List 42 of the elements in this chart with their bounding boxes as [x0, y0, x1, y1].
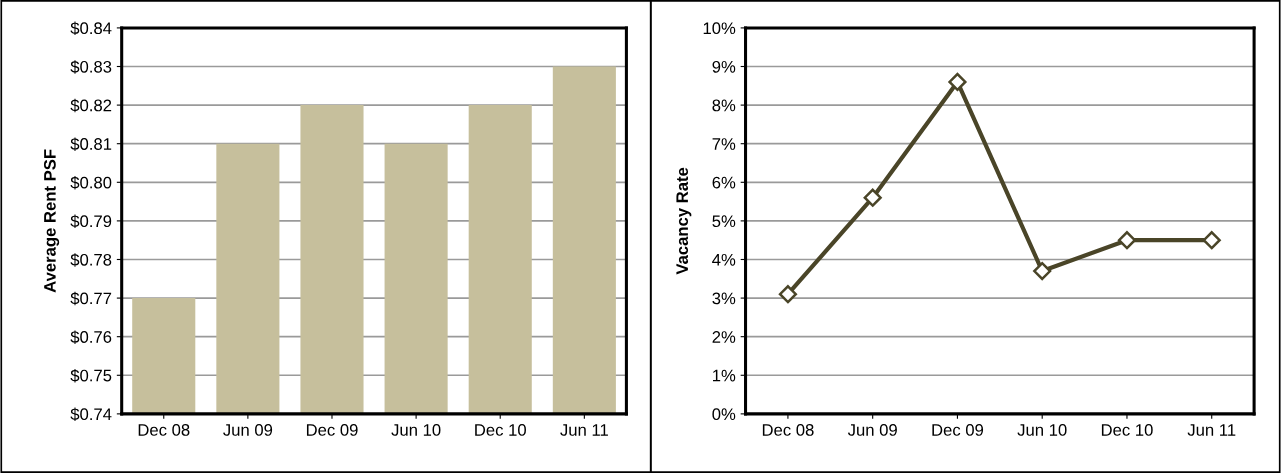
point: [1202, 231, 1221, 250]
point: [1117, 231, 1137, 250]
x-tick-label: Dec 08: [762, 424, 814, 436]
point: [948, 72, 967, 92]
y-tick-label: $0.79: [70, 214, 112, 229]
point: [863, 188, 882, 207]
y-axis-title: Vacancy Rate: [676, 167, 692, 275]
x-tick-label: Jun 10: [391, 424, 441, 436]
y-tick-label: 2%: [712, 331, 736, 343]
y-tick-label: $0.84: [70, 21, 112, 36]
y-tick-label: 1%: [713, 369, 736, 382]
y-tick-label: $0.80: [70, 175, 112, 190]
x-tick-label: Jun 11: [1187, 424, 1236, 436]
point: [1033, 261, 1052, 281]
y-tick-label: $0.76: [70, 330, 112, 344]
point: [778, 285, 798, 304]
x-tick-label: Dec 09: [932, 424, 984, 436]
y-tick-label: $0.74: [70, 407, 112, 422]
x-tick-label: Jun 09: [223, 424, 273, 436]
x-tick-label: Jun 10: [1017, 424, 1067, 436]
y-tick-label: $0.83: [70, 60, 112, 74]
y-tick-label: $0.82: [70, 98, 112, 113]
y-tick-label: 10%: [703, 22, 736, 35]
y-tick-label: $0.75: [70, 368, 112, 383]
x-tick-label: Dec 08: [138, 424, 190, 436]
y-tick-label: $0.77: [70, 291, 112, 306]
y-tick-label: 9%: [712, 60, 736, 73]
y-tick-label: 8%: [712, 99, 736, 112]
x-tick-label: Dec 10: [1101, 424, 1153, 436]
y-tick-label: 4%: [712, 253, 736, 266]
y-tick-label: $0.78: [70, 253, 112, 267]
y-tick-label: $0.81: [70, 137, 112, 151]
y-tick-label: 0%: [712, 408, 736, 421]
y-tick-label: 3%: [712, 292, 736, 305]
x-tick-label: Dec 09: [306, 424, 358, 436]
y-tick-label: 6%: [712, 176, 736, 189]
x-tick-label: Dec 10: [475, 424, 526, 436]
x-tick-label: Jun 09: [847, 424, 897, 436]
y-tick-label: 7%: [712, 138, 736, 150]
x-tick-label: Jun 11: [560, 424, 608, 436]
y-axis-title: Average Rent PSF: [43, 149, 60, 293]
y-tick-label: 5%: [712, 215, 736, 228]
